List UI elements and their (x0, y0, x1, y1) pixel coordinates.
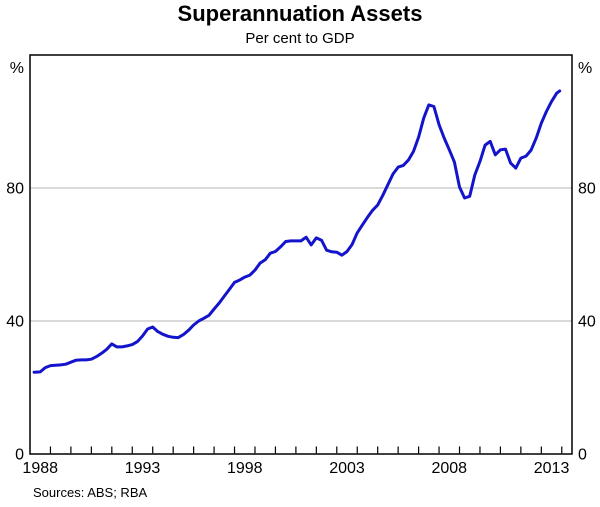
y-tick-label-right: 40 (578, 314, 596, 331)
chart-subtitle: Per cent to GDP (245, 30, 355, 47)
x-tick-label: 1988 (22, 460, 58, 477)
percent-label-left: % (10, 60, 24, 77)
x-tick-label: 1998 (227, 460, 263, 477)
x-tick-label: 2003 (329, 460, 365, 477)
y-tick-label-left: 40 (6, 314, 24, 331)
y-tick-label-left: 80 (6, 181, 24, 198)
sources-note: Sources: ABS; RBA (33, 485, 148, 500)
x-tick-label: 2008 (431, 460, 467, 477)
x-tick-label: 2013 (534, 460, 570, 477)
y-tick-label-left: 0 (15, 447, 24, 464)
data-line (32, 89, 562, 374)
plot-border (29, 54, 573, 455)
x-tick-label: 1993 (125, 460, 161, 477)
percent-label-right: % (578, 60, 592, 77)
chart-title: Superannuation Assets (177, 1, 423, 26)
y-tick-label-right: 80 (578, 181, 596, 198)
y-tick-label-right: 0 (578, 447, 587, 464)
